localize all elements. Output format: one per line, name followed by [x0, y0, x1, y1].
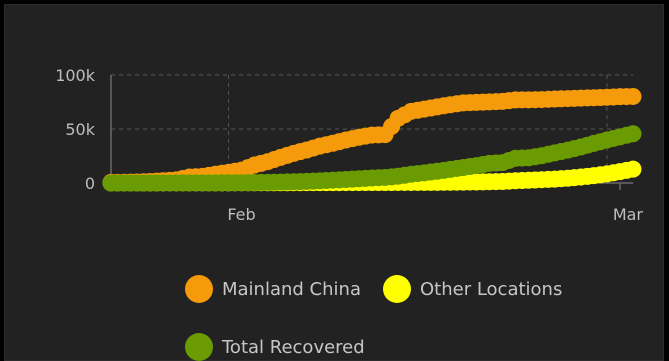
- data-point[interactable]: [624, 125, 642, 143]
- x-tick-label: Mar: [613, 205, 644, 224]
- chart-panel: 0 50k 100k Feb Mar: [4, 4, 664, 361]
- legend-label-other-locations: Other Locations: [420, 278, 563, 300]
- data-point[interactable]: [624, 160, 642, 178]
- legend-swatch-other-locations: [383, 275, 411, 303]
- legend-label-mainland-china: Mainland China: [222, 278, 361, 300]
- x-tick-label: Feb: [227, 205, 255, 224]
- chart-plot: 0 50k 100k Feb Mar: [55, 66, 644, 224]
- y-tick-label: 100k: [55, 66, 96, 85]
- legend-swatch-mainland-china: [185, 275, 213, 303]
- legend-swatch-total-recovered: [185, 333, 213, 361]
- series-total-recovered: [102, 125, 642, 192]
- y-tick-label: 50k: [65, 120, 95, 139]
- legend-label-total-recovered: Total Recovered: [222, 336, 365, 358]
- y-tick-label: 0: [85, 174, 95, 193]
- legend-item-mainland-china[interactable]: Mainland China: [185, 275, 361, 303]
- legend-item-total-recovered[interactable]: Total Recovered: [185, 333, 365, 361]
- legend-item-other-locations[interactable]: Other Locations: [383, 275, 562, 303]
- data-point[interactable]: [624, 87, 642, 105]
